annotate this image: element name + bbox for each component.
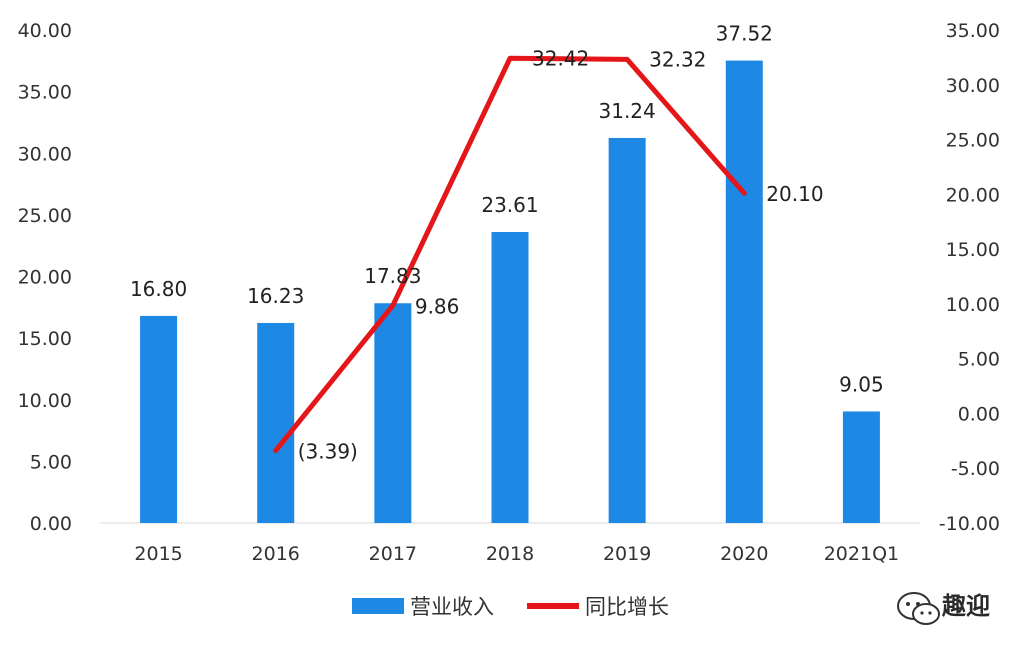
legend-swatch-bar <box>352 598 404 614</box>
x-tick-label: 2017 <box>369 543 417 565</box>
line-data-label: 32.42 <box>532 46 589 70</box>
watermark: 趣迎 <box>897 592 990 625</box>
x-axis: 2015 2016 2017 2018 2019 2020 2021Q1 <box>134 543 899 565</box>
y-left-tick-label: 35.00 <box>18 82 72 104</box>
bar-data-labels: 16.80 16.23 17.83 23.61 31.24 37.52 9.05 <box>130 22 884 397</box>
line-data-label: (3.39) <box>298 440 358 464</box>
right-axis: -10.00 -5.00 0.00 5.00 10.00 15.00 20.00 25.00 3… <box>939 20 1000 535</box>
y-right-tick-label: 5.00 <box>958 349 1000 371</box>
y-left-tick-label: 10.00 <box>18 390 72 412</box>
bar <box>608 137 646 524</box>
legend: 营业收入 同比增长 <box>352 595 669 619</box>
y-right-tick-label: -10.00 <box>939 513 1000 535</box>
legend-swatch-line <box>527 603 579 609</box>
bar <box>491 232 529 523</box>
y-left-tick-label: 5.00 <box>30 451 72 473</box>
x-tick-label: 2015 <box>134 543 182 565</box>
bar-series <box>140 60 880 524</box>
y-right-tick-label: 0.00 <box>958 403 1000 425</box>
bar-data-label: 23.61 <box>481 193 538 217</box>
line-data-labels: (3.39) 9.86 32.42 32.32 20.10 <box>298 46 824 463</box>
x-tick-label: 2019 <box>603 543 651 565</box>
bar-data-label: 16.80 <box>130 277 187 301</box>
bar <box>374 303 412 523</box>
bar <box>140 315 178 523</box>
bar <box>257 322 295 523</box>
x-tick-label: 2020 <box>720 543 768 565</box>
watermark-text: 趣迎 <box>941 592 990 620</box>
y-right-tick-label: 20.00 <box>946 184 1000 206</box>
y-right-tick-label: -5.00 <box>951 458 1000 480</box>
line-data-label: 32.32 <box>649 47 706 71</box>
legend-label-bar: 营业收入 <box>410 595 494 619</box>
bar <box>842 411 880 523</box>
line-series <box>273 55 747 454</box>
x-tick-label: 2016 <box>252 543 300 565</box>
y-left-tick-label: 30.00 <box>18 143 72 165</box>
y-right-tick-label: 30.00 <box>946 75 1000 97</box>
bar-data-label: 16.23 <box>247 284 304 308</box>
left-axis: 0.00 5.00 10.00 15.00 20.00 25.00 30.00 35.00 40… <box>18 20 72 535</box>
bar-data-label: 31.24 <box>599 99 656 123</box>
growth-line <box>273 55 747 454</box>
x-tick-label: 2021Q1 <box>824 543 899 565</box>
wechat-icon <box>897 592 940 625</box>
bar-data-label: 9.05 <box>839 372 884 396</box>
y-right-tick-label: 25.00 <box>946 130 1000 152</box>
y-right-tick-label: 10.00 <box>946 294 1000 316</box>
bar-data-label: 17.83 <box>364 264 421 288</box>
y-left-tick-label: 0.00 <box>30 513 72 535</box>
legend-label-line: 同比增长 <box>585 595 669 619</box>
y-right-tick-label: 35.00 <box>946 20 1000 42</box>
y-left-tick-label: 15.00 <box>18 328 72 350</box>
x-tick-label: 2018 <box>486 543 534 565</box>
bar-data-label: 37.52 <box>716 22 773 46</box>
y-left-tick-label: 25.00 <box>18 205 72 227</box>
line-data-label: 9.86 <box>415 294 460 318</box>
y-left-tick-label: 40.00 <box>18 20 72 42</box>
bar <box>725 60 763 523</box>
y-left-tick-label: 20.00 <box>18 267 72 289</box>
y-right-tick-label: 15.00 <box>946 239 1000 261</box>
line-data-label: 20.10 <box>766 182 823 206</box>
